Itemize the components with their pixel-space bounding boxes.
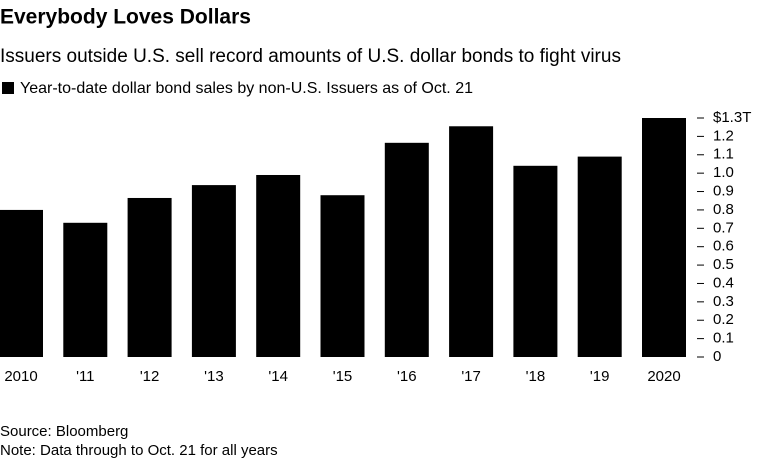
- x-tick-label: 2020: [647, 368, 680, 385]
- x-tick-label: '12: [140, 368, 160, 385]
- y-tick-label: 0.5: [713, 256, 734, 273]
- x-tick-label: '11: [76, 368, 94, 385]
- bar: [513, 165, 558, 357]
- bar: [256, 174, 301, 357]
- y-tick-label: 0.9: [713, 183, 734, 200]
- y-tick-label: 1.1: [713, 146, 734, 163]
- y-tick-label: 1.0: [713, 164, 734, 181]
- bar: [191, 185, 236, 357]
- y-tick-label: 0.3: [713, 293, 734, 310]
- legend-swatch: [2, 82, 14, 94]
- bar: [320, 195, 365, 357]
- x-tick-label: '14: [268, 368, 288, 385]
- y-tick-label: $1.3T: [713, 109, 751, 126]
- note: Note: Data through to Oct. 21 for all ye…: [0, 442, 278, 459]
- y-tick-label: 1.2: [713, 127, 734, 144]
- y-tick-label: 0.7: [713, 219, 734, 236]
- bar: [384, 142, 429, 357]
- legend-label: Year-to-date dollar bond sales by non-U.…: [20, 80, 473, 97]
- x-tick-label: 2010: [4, 368, 37, 385]
- y-tick-label: 0.8: [713, 201, 734, 218]
- bar: [127, 197, 172, 357]
- source: Source: Bloomberg: [0, 423, 128, 440]
- y-tick-label: 0.1: [713, 330, 734, 347]
- x-tick-label: '16: [397, 368, 417, 385]
- bar: [0, 209, 43, 357]
- chart-subtitle: Issuers outside U.S. sell record amounts…: [0, 46, 621, 67]
- bar: [642, 118, 686, 357]
- y-tick-label: 0.6: [713, 238, 734, 255]
- x-tick-label: '19: [590, 368, 610, 385]
- x-tick-label: '18: [526, 368, 546, 385]
- x-tick-label: '15: [333, 368, 353, 385]
- y-tick-label: 0.4: [713, 274, 734, 291]
- bar: [577, 156, 622, 357]
- x-tick-label: '17: [461, 368, 481, 385]
- chart-title: Everybody Loves Dollars: [0, 6, 251, 29]
- y-tick-label: 0: [713, 348, 721, 365]
- bar: [63, 222, 108, 357]
- y-tick-label: 0.2: [713, 311, 734, 328]
- bar: [449, 126, 494, 358]
- x-tick-label: '13: [204, 368, 224, 385]
